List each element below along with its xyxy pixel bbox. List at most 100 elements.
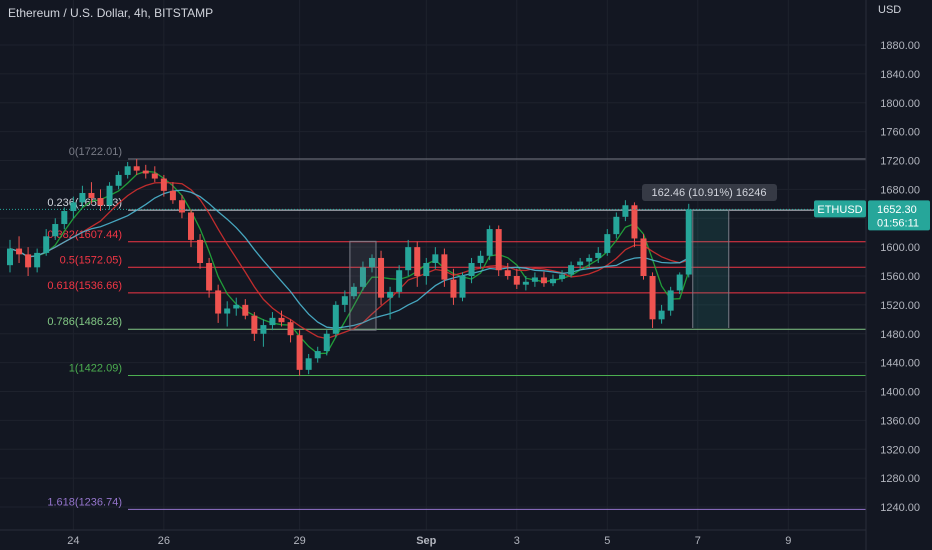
candle-body [43,236,50,253]
candle-body [224,308,231,314]
y-tick-label: 1560.00 [880,271,920,283]
candle-body [242,304,249,316]
candle-body [16,248,23,255]
candle-body [260,325,267,334]
candle-body [423,263,430,276]
candle-body [486,229,493,256]
y-tick-label: 1320.00 [880,444,920,456]
candle-body [550,278,556,284]
price-tag-countdown: 01:56:11 [877,217,919,229]
candle-body [595,252,602,258]
time-axis[interactable]: 24 26 29 Sep 3 5 7 9 [0,529,866,547]
symbol-tag[interactable] [814,200,866,218]
measure-range[interactable] [692,209,729,328]
fib-level-label: 0.382(1607.44) [47,229,122,241]
x-tick-label: 3 [514,535,520,547]
candle-body [169,190,176,201]
candle-body [649,276,656,320]
candle-body [296,335,303,370]
candle-body [34,252,41,268]
fib-level-label: 0(1722.01) [69,146,122,158]
candle-body [106,185,113,206]
fib-level-label: 0.786(1486.28) [47,316,122,328]
candle-body [197,239,204,264]
candle-body [667,290,674,311]
measure-label-box [642,184,777,201]
fib-level-label: 1(1422.09) [69,363,122,375]
y-tick-label: 1440.00 [880,358,920,370]
candle-body [124,166,131,175]
candle-body [359,267,366,287]
y-tick-label: 1680.00 [880,184,920,196]
candle-body [269,317,276,326]
y-tick-label: 1240.00 [880,502,920,514]
candle-body [341,296,348,305]
candle-body [540,277,547,284]
y-tick-label: 1720.00 [880,156,920,168]
candle-body [369,257,375,268]
candle-body [495,229,502,271]
candle-body [622,205,629,217]
candle-body [676,274,683,291]
candle-body [568,265,575,275]
candle-body [378,257,385,298]
candle-body [586,257,593,262]
candle-body [450,279,457,298]
candle-body [151,173,158,179]
candle-body [323,333,330,352]
candle-body [577,261,584,266]
x-tick-label: 5 [604,535,610,547]
grid [0,0,866,530]
candle-body [52,224,59,237]
price-axis[interactable]: 1880.00 1840.00 1800.00 1760.00 1720.00 1680.… [814,0,930,550]
candle-body [160,178,167,191]
candle-body [350,286,357,297]
candle-body [142,170,149,174]
y-tick-label: 1760.00 [880,127,920,139]
x-tick-label: 9 [785,535,791,547]
candle-body [115,174,122,186]
symbol-tag-label: ETHUSD [817,204,862,216]
candle-body [459,276,466,298]
fib-level-label: 0.618(1536.66) [47,280,122,292]
candle-body [215,290,222,314]
y-tick-label: 1600.00 [880,242,920,254]
candle-body [314,351,321,359]
candle-body [61,211,68,225]
fib-level-label: 1.618(1236.74) [47,496,122,508]
candle-body [7,248,13,266]
candle-body [504,270,511,276]
y-tick-label: 1880.00 [880,40,920,52]
candle-body [559,274,566,279]
candle-body [88,192,95,199]
candle-body [79,192,86,203]
candle-body [640,238,647,276]
candle-body [332,304,339,334]
candle-body [25,254,32,268]
candle-body [133,166,140,171]
candle-body [305,358,312,370]
candle-body [531,277,538,282]
fib-level-label: 0.5(1572.05) [60,254,122,266]
candle-body [97,198,104,206]
candle-body [251,315,258,334]
measure-tool[interactable]: 162.46 (10.91%) 16246 [349,184,777,331]
measure-label: 162.46 (10.91%) 16246 [652,187,767,199]
candle-body [604,234,611,253]
candle-body [477,255,484,264]
chart-title: Ethereum / U.S. Dollar, 4h, BITSTAMP [8,6,214,20]
y-tick-label: 1840.00 [880,69,920,81]
x-tick-label: 29 [293,535,305,547]
candle-body [513,276,520,285]
candle-body [631,205,638,239]
candle-body [396,270,403,292]
x-tick-label: 7 [695,535,701,547]
candle-body [287,322,294,336]
candle-body [613,216,620,235]
candle-body [522,281,529,285]
candle-body [432,254,439,264]
selection-box[interactable] [349,240,377,331]
currency-label: USD [878,4,902,16]
price-tag[interactable] [868,200,930,231]
